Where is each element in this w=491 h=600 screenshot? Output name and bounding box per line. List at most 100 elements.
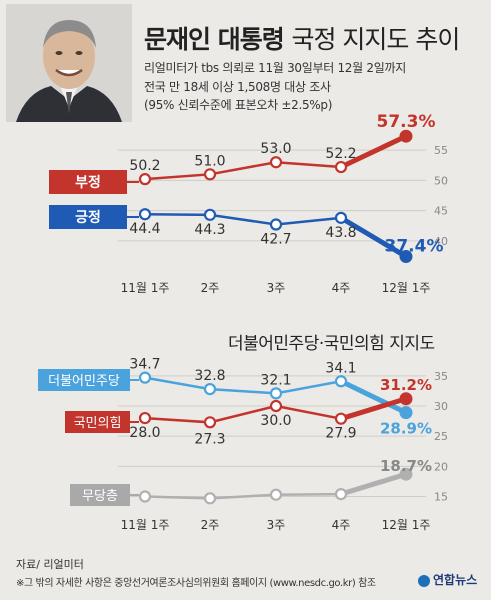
data-point: [399, 467, 413, 481]
x-tick-label: 4주: [332, 281, 351, 295]
data-point: [334, 160, 348, 174]
data-label: 52.2: [325, 146, 356, 162]
series-last-segment-더불어민주당: [339, 379, 408, 415]
data-point: [138, 490, 152, 503]
series-line-긍정: [144, 212, 342, 226]
yonhap-logo: 연합뉴스: [418, 571, 477, 588]
page-title: 문재인 대통령 국정 지지도 추이: [144, 20, 460, 56]
data-label: 34.7: [129, 357, 160, 373]
series-last-segment-무당층: [340, 471, 407, 497]
data-point: [203, 416, 217, 429]
data-label: 27.9: [325, 426, 356, 442]
y-tick-label: 35: [434, 370, 448, 383]
data-point: [334, 211, 348, 224]
data-label: 28.0: [129, 425, 160, 441]
data-label: 31.2%: [380, 376, 432, 394]
data-point: [138, 208, 152, 221]
series-line-더불어민주당: [144, 376, 342, 395]
data-label: 42.7: [260, 232, 291, 248]
data-point: [203, 383, 217, 396]
y-tick-label: 50: [434, 174, 448, 187]
x-tick-label: 12월 1주: [382, 281, 431, 295]
series-line-국민의힘: [144, 404, 342, 424]
legend-label: 국민의힘: [74, 416, 122, 431]
data-label: 44.4: [129, 221, 160, 237]
legend-tag-더불어민주당: [38, 369, 130, 391]
data-point: [399, 250, 413, 264]
series-last-segment-국민의힘: [340, 396, 407, 422]
title-rest: 국정 지지도 추이: [291, 25, 460, 54]
data-label: 30.0: [260, 413, 291, 429]
data-point: [334, 488, 348, 501]
data-point: [269, 387, 283, 400]
legend-label: 부정: [75, 174, 101, 191]
y-tick-label: 45: [434, 205, 448, 218]
y-tick-label: 20: [434, 460, 448, 473]
data-label: 18.7%: [380, 457, 432, 475]
data-point: [138, 411, 152, 425]
data-point: [269, 488, 283, 501]
footnote-text: ※그 밖의 자세한 사항은 중앙선거여론조사심의위원회 홈페이지 (www.ne…: [16, 578, 376, 589]
legend-label: 더불어민주당: [48, 374, 120, 389]
approval-chart: 40 45 50 55 11월 1주 2주 3주 4주 12월 1주 50.2 51.0 53.0 52…: [49, 112, 448, 295]
title-bold: 문재인 대통령: [144, 25, 285, 54]
series-last-segment-부정: [339, 133, 408, 170]
y-tick-label: 25: [434, 430, 448, 443]
subtitle-line-2: 전국 만 18세 이상 1,508명 대상 조사: [144, 80, 331, 94]
data-point: [138, 173, 152, 186]
legend-tag-국민의힘: [65, 411, 130, 433]
legend-label: 긍정: [75, 209, 101, 226]
data-point: [399, 392, 413, 406]
x-tick-label: 11월 1주: [121, 518, 170, 532]
y-tick-label: 55: [434, 144, 448, 157]
legend-tag-긍정: [49, 205, 127, 229]
logo-icon: [418, 574, 430, 587]
data-label: 32.8: [194, 368, 225, 384]
data-label: 34.1: [325, 360, 356, 376]
data-point: [269, 156, 283, 169]
president-portrait: [6, 4, 132, 122]
x-tick-label: 11월 1주: [121, 281, 170, 295]
data-label: 53.0: [260, 141, 291, 157]
data-label: 44.3: [194, 222, 225, 238]
data-point: [334, 375, 348, 388]
x-tick-label: 2주: [201, 281, 220, 295]
x-tick-label: 2주: [201, 518, 220, 532]
x-tick-label: 4주: [332, 518, 351, 532]
series-last-segment-긍정: [339, 215, 408, 259]
y-tick-label: 15: [434, 491, 448, 504]
subtitle-line-3: (95% 신뢰수준에 표본오차 ±2.5%p): [144, 98, 333, 112]
y-tick-label: 30: [434, 400, 448, 413]
data-label: 50.2: [129, 158, 160, 174]
data-label: 51.0: [194, 153, 225, 169]
party-chart-title: 더불어민주당·국민의힘 지지도: [228, 334, 435, 354]
x-tick-label: 12월 1주: [382, 518, 431, 532]
series-line-부정: [144, 160, 342, 181]
legend-tag-부정: [49, 170, 127, 194]
x-tick-label: 3주: [267, 281, 286, 295]
data-point: [203, 208, 217, 221]
data-point: [399, 129, 413, 143]
y-tick-label: 40: [434, 235, 448, 248]
legend-tag-무당층: [70, 484, 130, 506]
data-point: [269, 218, 283, 231]
data-label: 32.1: [260, 372, 291, 388]
series-line-무당층: [144, 492, 342, 500]
data-label: 43.8: [325, 225, 356, 241]
logo-text: 연합뉴스: [433, 573, 478, 587]
source-text: 자료/ 리얼미터: [16, 558, 84, 571]
data-point: [138, 371, 152, 384]
data-point: [269, 399, 283, 413]
legend-label: 무당층: [82, 489, 118, 504]
data-point: [203, 492, 217, 505]
data-label: 27.3: [194, 431, 225, 447]
data-label: 37.4%: [385, 237, 444, 257]
data-point: [399, 406, 413, 420]
x-tick-label: 3주: [267, 518, 286, 532]
data-label: 28.9%: [380, 420, 432, 438]
data-point: [203, 168, 217, 181]
data-label: 57.3%: [377, 112, 436, 132]
data-point: [334, 412, 348, 425]
